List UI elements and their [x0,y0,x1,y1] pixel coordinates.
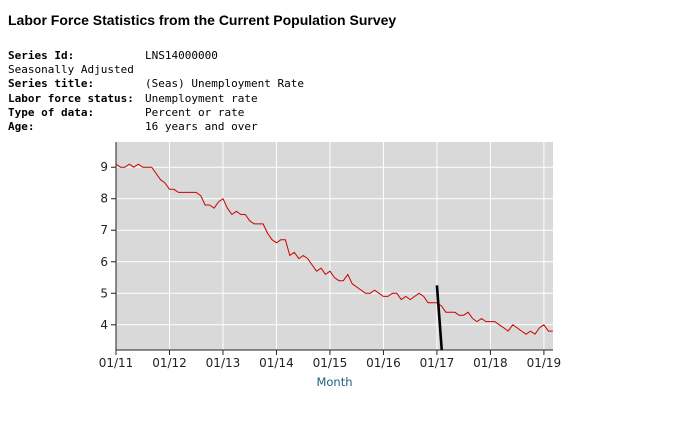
meta-label: Series title: [8,77,95,91]
x-tick-label: 01/17 [420,356,455,370]
y-tick-label: 7 [100,223,108,237]
x-tick-label: 01/16 [366,356,401,370]
series-line-0 [115,163,553,335]
meta-series-id: Series Id: LNS14000000 [8,49,304,63]
axes: 01/11 01/12 01/13 01/14 01/15 01/16 01/17 01/18… [99,142,562,370]
page-title: Labor Force Statistics from the Current … [8,12,397,28]
y-tick-label: 8 [100,192,108,206]
y-tick-label: 4 [100,318,108,332]
x-tick-label: 01/18 [473,356,508,370]
x-axis-title: Month [316,375,352,389]
x-tick-label: 01/15 [313,356,348,370]
x-tick-label: 01/12 [152,356,187,370]
annotation-layer [435,285,444,351]
plot-area [116,142,553,350]
meta-series-title: Series title: (Seas) Unemployment Rate [8,77,304,91]
y-tick-label: 9 [100,160,108,174]
meta-label: Labor force status: [8,91,134,105]
y-tick-label: 6 [100,255,108,269]
x-tick-label: 01/19 [527,356,562,370]
annotation-line [435,285,444,351]
meta-value: 16 years and over [145,119,258,133]
series-layer [115,163,553,335]
series-metadata: Series Id: LNS14000000 Seasonally Adjuste… [8,49,304,134]
meta-label: Series Id: [8,49,75,62]
meta-plain: Seasonally Adjusted [8,63,134,77]
meta-label: Type of data: [8,105,95,119]
x-tick-label: 01/14 [259,356,294,370]
x-tick-label: 01/13 [206,356,241,370]
meta-age: Age: 16 years and over [8,120,304,134]
meta-label: Age: [8,119,35,133]
meta-type-of-data: Type of data: Percent or rate [8,106,304,120]
meta-value: LNS14000000 [145,49,218,62]
grid-lines [116,142,553,350]
meta-value: Percent or rate [145,105,245,119]
meta-labor-force-status: Labor force status: Unemployment rate [8,92,304,106]
y-tick-label: 5 [100,286,108,300]
meta-seasonal: Seasonally Adjusted [8,63,304,77]
x-tick-label: 01/11 [99,356,134,370]
meta-value: Unemployment rate [145,91,258,105]
meta-value: (Seas) Unemployment Rate [145,77,304,91]
